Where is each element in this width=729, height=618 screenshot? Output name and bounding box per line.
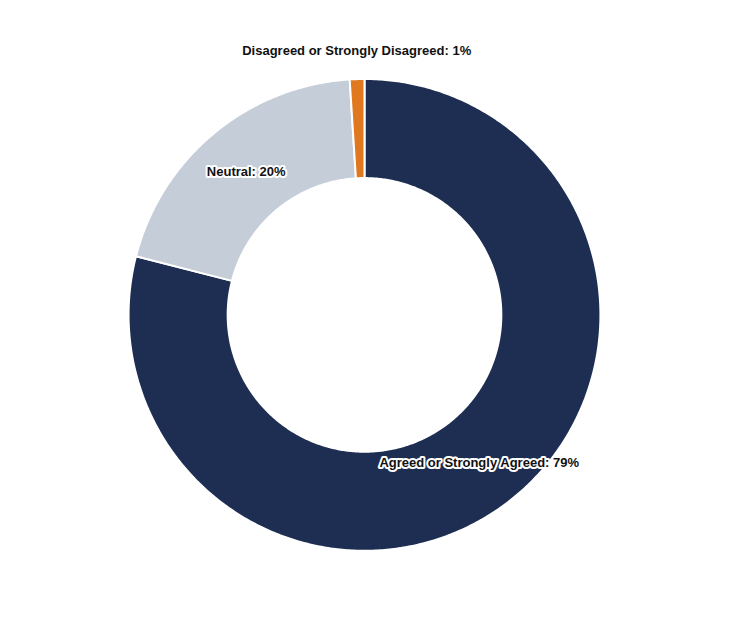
svg-text:Agreed or Strongly Agreed: 79%: Agreed or Strongly Agreed: 79% <box>379 455 579 470</box>
svg-text:Disagreed or Strongly Disagree: Disagreed or Strongly Disagreed: 1% <box>242 43 471 58</box>
svg-text:Neutral: 20%: Neutral: 20% <box>207 164 286 179</box>
